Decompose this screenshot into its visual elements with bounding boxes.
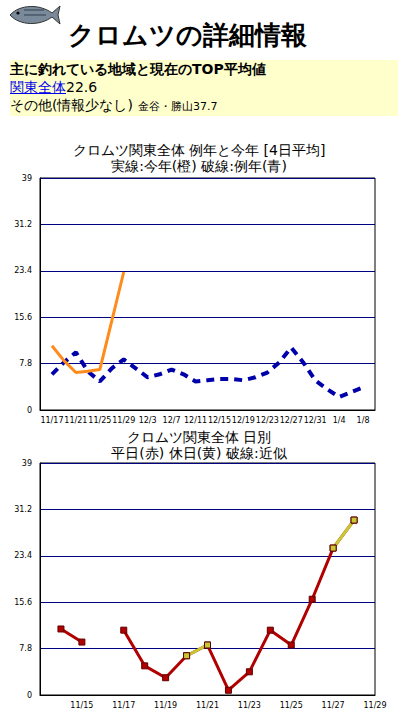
svg-text:12/31: 12/31 xyxy=(304,416,327,425)
svg-text:1/4: 1/4 xyxy=(333,416,346,425)
svg-text:12/27: 12/27 xyxy=(280,416,303,425)
svg-text:12/7: 12/7 xyxy=(163,416,181,425)
svg-text:12/3: 12/3 xyxy=(139,416,157,425)
svg-text:12/11: 12/11 xyxy=(184,416,207,425)
svg-text:0: 0 xyxy=(27,406,32,415)
svg-text:31.2: 31.2 xyxy=(14,220,32,229)
svg-text:12/15: 12/15 xyxy=(208,416,231,425)
svg-text:12/19: 12/19 xyxy=(232,416,255,425)
svg-text:実線:今年(橙) 破線:例年(青): 実線:今年(橙) 破線:例年(青) xyxy=(111,158,287,174)
svg-text:15.6: 15.6 xyxy=(14,313,32,322)
html-text:クロムツの詳細情報: クロムツの詳細情報 xyxy=(68,20,307,50)
svg-text:11/21: 11/21 xyxy=(64,416,87,425)
html-text:その他(情報少なし) 金谷・勝山37.7: その他(情報少なし) 金谷・勝山37.7 xyxy=(10,97,218,113)
svg-text:7.8: 7.8 xyxy=(19,644,32,653)
svg-text:1/8: 1/8 xyxy=(357,416,370,425)
svg-text:クロムツ関東全体 例年と今年 [4日平均]: クロムツ関東全体 例年と今年 [4日平均] xyxy=(73,142,326,158)
svg-text:12/23: 12/23 xyxy=(256,416,279,425)
svg-text:11/15: 11/15 xyxy=(70,701,93,710)
svg-text:11/17: 11/17 xyxy=(40,416,63,425)
svg-text:11/17: 11/17 xyxy=(112,701,135,710)
svg-text:平日(赤) 休日(黄) 破線:近似: 平日(赤) 休日(黄) 破線:近似 xyxy=(111,445,286,461)
html-text:主に釣れている地域と現在のTOP平均値: 主に釣れている地域と現在のTOP平均値 xyxy=(10,61,266,77)
svg-text:11/25: 11/25 xyxy=(280,701,303,710)
svg-text:11/29: 11/29 xyxy=(112,416,135,425)
svg-text:31.2: 31.2 xyxy=(14,505,32,514)
svg-text:クロムツ関東全体 日別: クロムツ関東全体 日別 xyxy=(127,429,271,445)
svg-text:11/29: 11/29 xyxy=(363,701,386,710)
svg-text:0: 0 xyxy=(27,691,32,700)
svg-text:11/19: 11/19 xyxy=(154,701,177,710)
svg-text:39: 39 xyxy=(22,174,32,183)
svg-text:11/27: 11/27 xyxy=(322,701,345,710)
svg-text:39: 39 xyxy=(22,459,32,468)
svg-text:11/21: 11/21 xyxy=(196,701,219,710)
svg-text:15.6: 15.6 xyxy=(14,598,32,607)
svg-text:23.4: 23.4 xyxy=(14,551,32,560)
svg-text:11/25: 11/25 xyxy=(88,416,111,425)
svg-text:7.8: 7.8 xyxy=(19,359,32,368)
svg-text:23.4: 23.4 xyxy=(14,266,32,275)
html-text:関東全体22.6: 関東全体22.6 xyxy=(10,79,98,95)
svg-text:11/23: 11/23 xyxy=(238,701,261,710)
